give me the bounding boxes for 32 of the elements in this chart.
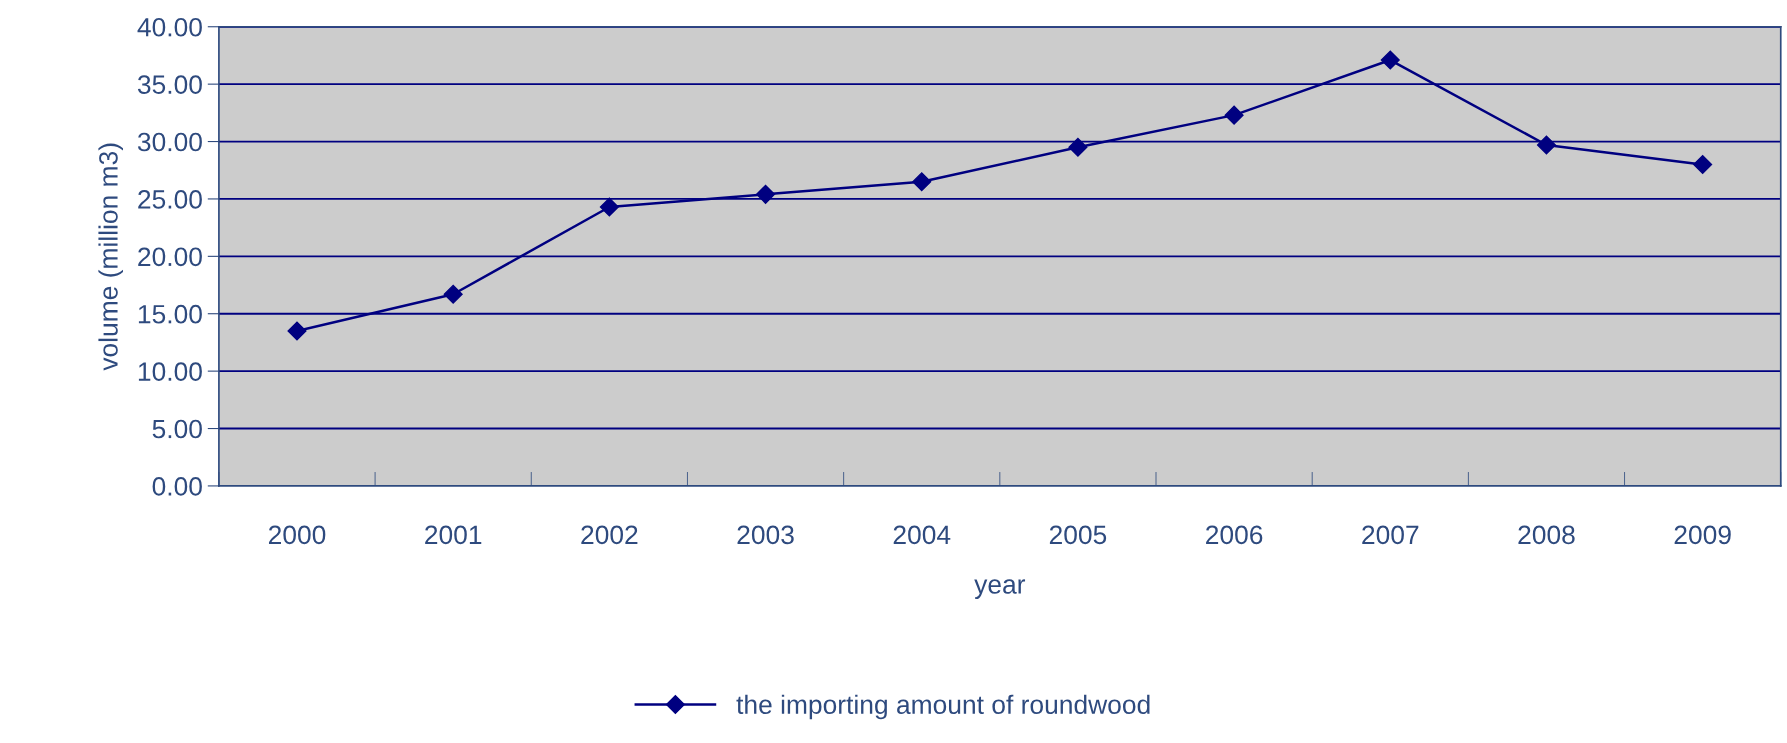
x-tick-label: 2001 [425,525,482,545]
point [443,284,463,304]
point [1536,135,1557,155]
x-tick-label: 2004 [893,525,951,545]
x-tick-label: 2002 [581,525,638,545]
x-axis-title: year [974,579,1026,600]
point [1693,154,1713,175]
y-tick-label: 35.00 [137,75,202,94]
x-tick-label: 2006 [1206,525,1263,545]
y-tick-label: 15.00 [138,304,202,324]
x-tick-label: 2009 [1674,525,1731,545]
y-tick-label: 10.00 [138,362,202,381]
legend-label: the importing amount of roundwood [736,694,1150,720]
y-tick-label: 0.00 [152,477,202,496]
point [599,197,619,217]
x-tick-label: 2008 [1518,525,1575,545]
y-tick-label: 20.00 [138,247,202,267]
x-tick-label: 2007 [1362,525,1419,545]
point [912,172,932,192]
y-tick-label: 25.00 [138,190,202,209]
y-tick-label: 30.00 [137,132,202,152]
x-tick-label: 2003 [737,525,794,545]
x-tick-label: 2005 [1049,525,1107,545]
point [756,184,776,204]
point [287,321,307,341]
point [1068,137,1088,157]
point [1380,50,1400,70]
point [1224,105,1244,125]
y-tick-label: 40.00 [137,17,202,37]
y-tick-label: 5.00 [152,419,202,439]
x-tick-label: 2000 [268,525,326,545]
y-axis-title: volume (million m3) [98,143,123,371]
